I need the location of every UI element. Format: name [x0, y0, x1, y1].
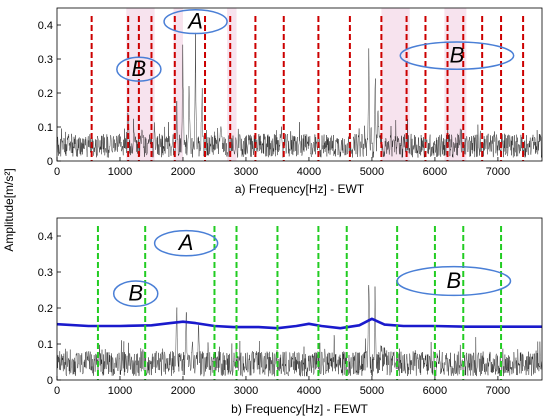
envelope-line — [56, 317, 542, 330]
annotation-label: B — [132, 56, 147, 81]
annotation-ellipse — [153, 229, 219, 257]
x-axis-label: a) Frequency[Hz] - EWT — [235, 182, 365, 196]
y-tick-label: 0.2 — [38, 88, 53, 100]
annotation-label: A — [186, 9, 203, 34]
annotation-ellipse — [163, 8, 228, 35]
shaded-band — [173, 8, 183, 161]
envelope-series — [56, 317, 542, 330]
y-tick-label: 0.2 — [38, 303, 53, 315]
y-tick-label: 0 — [47, 156, 53, 168]
shaded-band — [444, 8, 467, 161]
x-axis-label: b) Frequency[Hz] - FEWT — [231, 402, 368, 416]
x-tick-label: 1000 — [108, 385, 132, 397]
x-tick-label: 3000 — [234, 166, 258, 178]
annotation-ellipse — [399, 41, 515, 70]
annotation-ellipse — [396, 265, 512, 297]
y-tick-label: 0.3 — [38, 267, 53, 279]
annotation-label: B — [446, 268, 461, 293]
x-tick-label: 2000 — [171, 385, 195, 397]
spectrum-line — [56, 284, 543, 377]
annotation-ellipse — [112, 280, 159, 307]
annotation-label: A — [177, 230, 194, 255]
y-tick-label: 0.1 — [38, 122, 53, 134]
x-tick-label: 3000 — [234, 385, 258, 397]
shared-y-axis-label: Amplitude[m/s²] — [2, 168, 16, 251]
annotation-label: B — [450, 43, 465, 68]
y-tick-label: 0 — [47, 375, 53, 387]
x-tick-label: 4000 — [297, 385, 321, 397]
plot-frame — [56, 217, 543, 381]
panel-a-ewt: A B B 0 1000 2000 3000 4000 5000 6000 7000 0 0.1 0.2… — [38, 7, 543, 196]
y-tick-label: 0.1 — [38, 339, 53, 351]
boundary-lines — [96, 226, 503, 380]
x-tick-label: 0 — [54, 385, 60, 397]
panel-b-fewt: A B B 0 1000 2000 3000 4000 5000 6000 7000 0 0.1 0.2… — [38, 217, 543, 416]
spectrum-series — [56, 32, 543, 158]
shaded-band — [126, 8, 155, 161]
x-tick-label: 5000 — [360, 166, 384, 178]
plot-frame — [56, 7, 543, 162]
annotation-ellipse — [116, 56, 162, 82]
x-tick-label: 7000 — [486, 166, 510, 178]
x-tick-label: 1000 — [108, 166, 132, 178]
x-tick-label: 0 — [54, 166, 60, 178]
x-tick-label: 4000 — [297, 166, 321, 178]
x-tick-label: 6000 — [423, 166, 447, 178]
boundary-lines — [90, 16, 525, 161]
spectrum-line — [56, 32, 543, 158]
x-tick-label: 2000 — [171, 166, 195, 178]
y-tick-label: 0.4 — [38, 231, 53, 243]
y-tick-label: 0.3 — [38, 54, 53, 66]
annotation-label: B — [128, 281, 143, 306]
x-tick-label: 7000 — [486, 385, 510, 397]
shaded-band — [227, 8, 237, 161]
x-tick-label: 6000 — [423, 385, 447, 397]
x-tick-label: 5000 — [360, 385, 384, 397]
annotations: A B B — [116, 8, 515, 82]
axis-ticks: 0 1000 2000 3000 4000 5000 6000 7000 0 0.1 0.2 0.3 0… — [38, 20, 510, 178]
annotations: A B B — [112, 229, 512, 307]
spectrum-series — [56, 284, 543, 377]
axis-ticks: 0 1000 2000 3000 4000 5000 6000 7000 0 0.1 0.2 0.3 0… — [38, 231, 510, 397]
y-tick-label: 0.4 — [38, 20, 53, 32]
